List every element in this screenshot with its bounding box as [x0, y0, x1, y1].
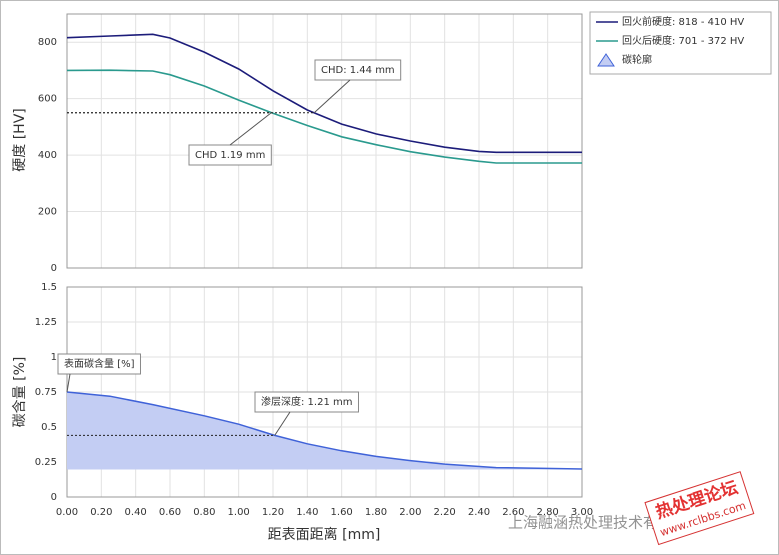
x-tick-label: 0.40: [125, 507, 147, 518]
annotation: 表面碳含量 [%]: [64, 357, 135, 370]
legend-label: 回火前硬度: 818 - 410 HV: [622, 15, 744, 28]
annotation-leader: [313, 79, 351, 114]
line: [66, 391, 583, 470]
x-tick-label: 0.00: [56, 507, 78, 518]
annotation-leader: [66, 373, 71, 393]
area: [67, 392, 582, 469]
x-tick-label: 0.60: [159, 507, 181, 518]
y-axis-label: 碳含量 [%]: [12, 357, 28, 428]
x-tick-label: 2.80: [537, 507, 559, 518]
y-tick-label: 0.75: [35, 387, 57, 398]
y-tick-label: 0.25: [35, 457, 57, 468]
legend-box: [589, 11, 772, 75]
x-tick-label: 2.60: [502, 507, 524, 518]
y-tick-label: 400: [38, 150, 57, 161]
y-tick-label: 600: [38, 94, 57, 105]
annotation: CHD: 1.44 mm: [321, 65, 395, 76]
legend-swatch: [597, 53, 615, 67]
line: [66, 69, 582, 164]
x-tick-label: 0.80: [193, 507, 215, 518]
annotation-leader: [274, 411, 291, 436]
y-axis-label: 硬度 [HV]: [12, 108, 28, 171]
annotation-box: [57, 353, 141, 375]
annotation-leader: [229, 112, 272, 146]
watermark-stamp: [644, 471, 755, 546]
plot-area: [66, 13, 583, 269]
x-tick-label: 1.60: [331, 507, 353, 518]
x-tick-label: 0.20: [90, 507, 112, 518]
x-tick-label: 2.20: [434, 507, 456, 518]
annotation: 渗层深度: 1.21 mm: [261, 395, 352, 408]
annotation-box: [254, 391, 359, 413]
y-tick-label: 1: [51, 352, 57, 363]
x-tick-label: 3.00: [571, 507, 593, 518]
annotation: CHD 1.19 mm: [195, 150, 265, 161]
y-tick-label: 200: [38, 207, 57, 218]
x-tick-label: 1.20: [262, 507, 284, 518]
y-tick-label: 1.5: [41, 282, 57, 293]
y-tick-label: 0.5: [41, 422, 57, 433]
legend-label: 回火后硬度: 701 - 372 HV: [622, 34, 744, 47]
x-tick-label: 2.40: [468, 507, 490, 518]
x-tick-label: 1.80: [365, 507, 387, 518]
y-tick-label: 0: [51, 263, 57, 274]
annotation-box: [314, 59, 402, 81]
y-tick-label: 1.25: [35, 317, 57, 328]
y-tick-label: 0: [51, 492, 57, 503]
line: [66, 33, 582, 154]
x-tick-label: 1.00: [228, 507, 250, 518]
legend-label: 碳轮廓: [622, 53, 652, 66]
x-tick-label: 1.40: [296, 507, 318, 518]
x-axis-label: 距表面距离 [mm]: [268, 526, 381, 543]
plot-border: [66, 13, 583, 269]
x-tick-label: 2.00: [399, 507, 421, 518]
y-tick-label: 800: [38, 37, 57, 48]
